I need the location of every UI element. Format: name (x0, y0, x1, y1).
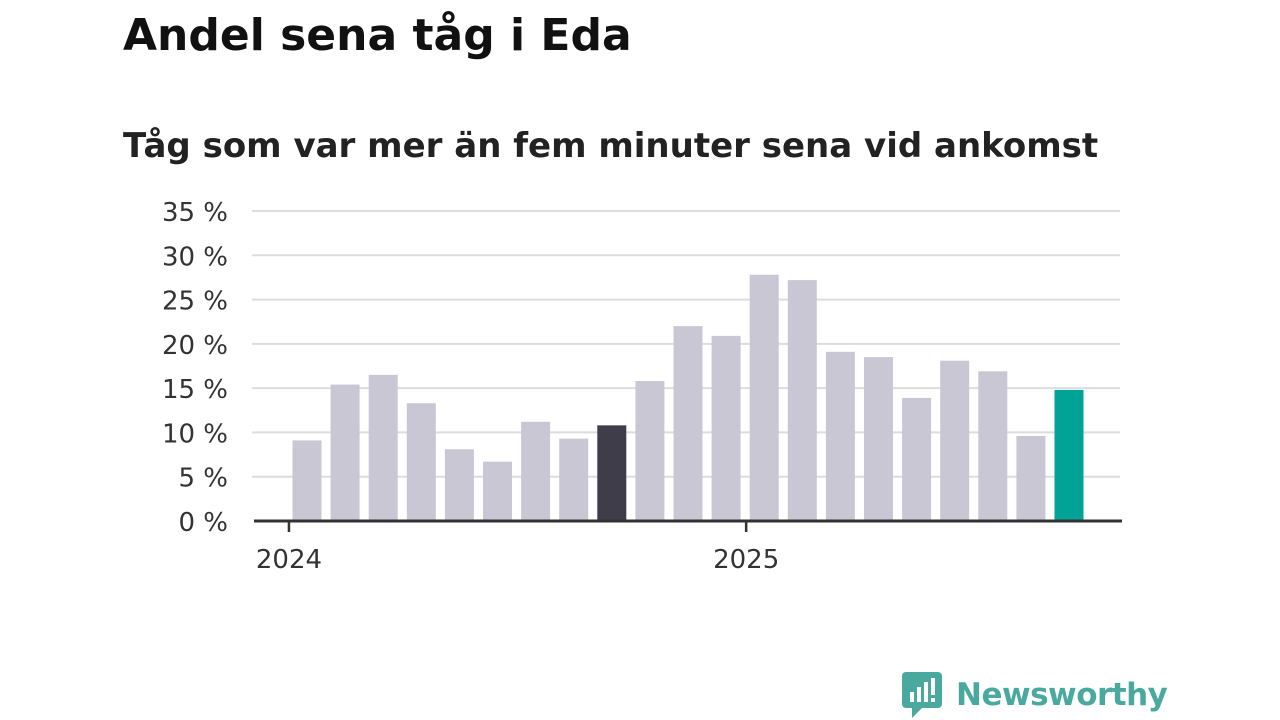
y-axis-labels: 0 % 5 % 10 % 15 % 20 % 25 % 30 % 35 % (162, 198, 228, 538)
bars (292, 274, 1084, 521)
bar (292, 440, 322, 521)
x-tick-label: 2024 (256, 545, 322, 575)
x-tick-label: 2025 (713, 545, 779, 575)
newsworthy-logo: Newsworthy (902, 670, 1168, 720)
bar (368, 374, 398, 521)
y-tick-label: 10 % (162, 419, 228, 449)
bar (940, 360, 970, 521)
brand-name: Newsworthy (956, 677, 1168, 713)
y-tick-label: 35 % (162, 198, 228, 228)
bar (635, 381, 665, 521)
x-axis (254, 519, 1122, 532)
y-tick-label: 25 % (162, 287, 228, 317)
bar (711, 335, 741, 521)
bar (444, 449, 474, 521)
bar (902, 397, 932, 521)
bar (825, 351, 855, 521)
newsworthy-logo-icon (902, 672, 942, 718)
y-tick-label: 0 % (178, 508, 228, 538)
y-tick-label: 30 % (162, 242, 228, 272)
bar (406, 403, 436, 521)
bar (673, 326, 703, 521)
bar (787, 280, 817, 521)
bar (749, 274, 779, 521)
y-tick-label: 5 % (178, 464, 228, 494)
y-tick-label: 20 % (162, 331, 228, 361)
chart-title: Andel sena tåg i Eda (123, 10, 632, 61)
bar (1054, 389, 1084, 521)
chart-subtitle: Tåg som var mer än fem minuter sena vid … (123, 126, 1099, 166)
bar (559, 438, 589, 521)
bar (483, 461, 512, 521)
bar-chart: 0 % 5 % 10 % 15 % 20 % 25 % 30 % 35 % 2024 2025 (162, 198, 1122, 575)
x-axis-labels: 2024 2025 (256, 545, 779, 575)
bar (978, 371, 1008, 521)
y-tick-label: 15 % (162, 375, 228, 405)
bar (597, 425, 627, 521)
bar (1016, 435, 1046, 521)
bar (864, 357, 893, 521)
bar (521, 421, 551, 521)
bar (330, 384, 360, 521)
